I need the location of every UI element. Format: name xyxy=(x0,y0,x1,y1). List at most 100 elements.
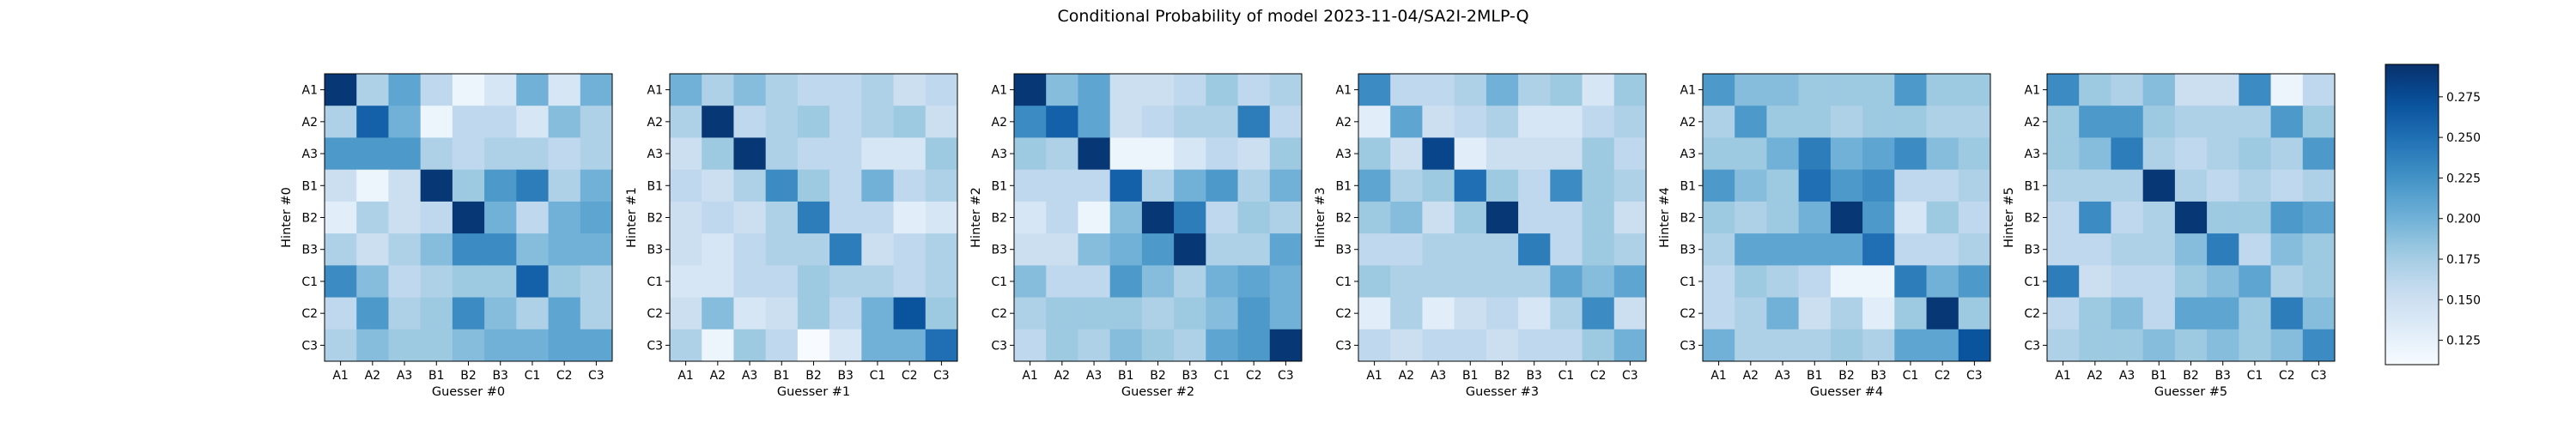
heatmap-cell xyxy=(2302,265,2336,298)
heatmap-cell xyxy=(1422,265,1455,298)
heatmap-cell xyxy=(1582,297,1615,330)
heatmap-cell xyxy=(2079,137,2111,171)
heatmap-cell xyxy=(548,106,581,138)
x-tick-label: A3 xyxy=(2119,369,2135,383)
heatmap-cell xyxy=(1766,233,1800,266)
heatmap-cell xyxy=(2207,201,2239,234)
heatmap-cell xyxy=(797,297,830,330)
heatmap-cell xyxy=(1735,201,1767,234)
heatmap-cell xyxy=(2270,201,2304,234)
heatmap-cell xyxy=(925,74,958,106)
y-tick-label: A3 xyxy=(1680,148,1696,161)
x-axis-label: Guesser #5 xyxy=(2154,385,2227,399)
heatmap-cell xyxy=(388,233,422,266)
x-tick-label: B2 xyxy=(2183,369,2199,383)
heatmap-cell xyxy=(516,201,549,234)
heatmap-cell xyxy=(452,329,485,362)
heatmap-cell xyxy=(1958,74,1991,106)
heatmap-cell xyxy=(2111,169,2144,202)
heatmap-cell xyxy=(356,297,389,330)
heatmap-cell xyxy=(1894,297,1927,330)
heatmap-cell xyxy=(1109,106,1143,138)
heatmap-cell xyxy=(548,74,581,106)
heatmap-cell xyxy=(1014,74,1047,106)
heatmap-cell xyxy=(548,329,581,362)
heatmap-cell xyxy=(2302,297,2336,330)
y-tick-label: A3 xyxy=(2025,148,2040,161)
heatmap-cell xyxy=(1109,265,1143,298)
y-axis-label: Hinter #0 xyxy=(280,187,294,248)
heatmap-cell xyxy=(829,297,862,330)
heatmap-cell xyxy=(1141,169,1175,202)
heatmap-panels: A1 A1 A2 A2 A3 A3 B1 B1 B2 B2 B3 B3 C1 C1 C2 C2 C3 C3 Gues… xyxy=(280,73,2336,399)
heatmap-cell xyxy=(1237,233,1271,266)
heatmap-cell xyxy=(733,297,767,330)
heatmap-cell xyxy=(765,265,799,298)
heatmap-cell xyxy=(484,106,517,138)
heatmap-cell xyxy=(925,297,958,330)
heatmap-cell xyxy=(670,106,702,138)
heatmap-cell xyxy=(1613,169,1647,202)
heatmap-cell xyxy=(2111,106,2144,138)
heatmap-cell xyxy=(1422,297,1455,330)
heatmap-cell xyxy=(1046,106,1078,138)
y-tick-label: B3 xyxy=(1335,244,1352,257)
x-tick-label: A2 xyxy=(1743,369,1759,383)
heatmap-cell xyxy=(1237,297,1271,330)
y-tick-label: A2 xyxy=(1680,116,1696,130)
x-tick-label: A1 xyxy=(332,369,348,383)
y-tick-label: B3 xyxy=(647,244,663,257)
heatmap-cell xyxy=(1894,201,1927,234)
heatmap-cell xyxy=(1613,201,1647,234)
heatmap-cell xyxy=(1485,74,1519,106)
heatmap-cell xyxy=(1926,74,1959,106)
heatmap-cell xyxy=(861,169,894,202)
heatmap-cell xyxy=(1958,297,1991,330)
x-tick-label: B3 xyxy=(837,369,854,383)
heatmap-cell xyxy=(1485,297,1519,330)
heatmap-cell xyxy=(2111,233,2144,266)
x-tick-label: A1 xyxy=(1022,369,1037,383)
heatmap-cell xyxy=(1830,74,1863,106)
x-tick-label: C3 xyxy=(1966,369,1983,383)
heatmap-cell xyxy=(420,169,453,202)
heatmap-cell xyxy=(325,74,357,106)
heatmap-cell xyxy=(2142,201,2176,234)
heatmap-cell xyxy=(1454,201,1487,234)
heatmap-cell xyxy=(516,137,549,171)
heatmap-cell xyxy=(2047,169,2080,202)
colorbar-tick-label: 0.250 xyxy=(2446,131,2481,145)
heatmap-cell xyxy=(516,297,549,330)
heatmap-cell xyxy=(420,297,453,330)
heatmap-cell xyxy=(1926,106,1959,138)
heatmap-cell xyxy=(2142,106,2176,138)
heatmap-cell xyxy=(1766,106,1800,138)
heatmap-cell xyxy=(516,329,549,362)
colorbar-tick-label: 0.175 xyxy=(2446,253,2481,267)
heatmap-cell xyxy=(2239,74,2271,106)
x-tick-label: A2 xyxy=(365,369,380,383)
heatmap-cell xyxy=(1613,74,1647,106)
x-axis-label: Guesser #4 xyxy=(1810,385,1883,399)
y-tick-label: C3 xyxy=(991,339,1007,353)
heatmap-cell xyxy=(1454,233,1487,266)
x-tick-label: A1 xyxy=(677,369,693,383)
heatmap-cell xyxy=(548,137,581,171)
y-tick-label: A1 xyxy=(2025,84,2040,98)
y-tick-label: A2 xyxy=(302,116,318,130)
heatmap-cell xyxy=(1703,297,1735,330)
heatmap-cell xyxy=(1926,233,1959,266)
heatmap-cell xyxy=(1046,137,1078,171)
heatmap-cell xyxy=(1582,265,1615,298)
heatmap-cell xyxy=(1550,201,1583,234)
heatmap-cell xyxy=(1798,297,1832,330)
heatmap-cell xyxy=(1141,201,1175,234)
heatmap-cell xyxy=(893,106,927,138)
x-tick-label: B3 xyxy=(1870,369,1886,383)
heatmap-cell xyxy=(829,137,862,171)
x-tick-label: B3 xyxy=(1526,369,1542,383)
heatmap-cell xyxy=(2047,265,2080,298)
heatmap-cell xyxy=(420,137,453,171)
x-tick-label: B3 xyxy=(1182,369,1198,383)
heatmap-cell xyxy=(1141,297,1175,330)
